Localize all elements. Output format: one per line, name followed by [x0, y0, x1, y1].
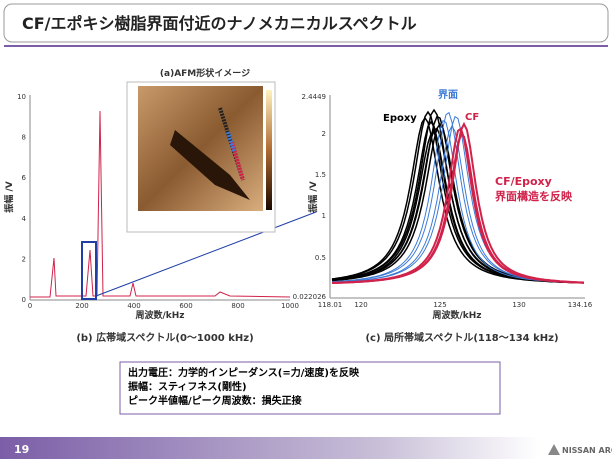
y-tick-label: 4 [22, 215, 27, 223]
annotation: 界面構造を反映 [495, 189, 573, 203]
x-label: 周波数/kHz [135, 309, 184, 321]
x-tick-label: 800 [231, 302, 244, 310]
x-tick-label: 200 [75, 302, 88, 310]
y-tick-label: 2.4449 [302, 93, 327, 101]
note: 出力電圧：力学的インピーダンス(=力/速度)を反映 [128, 366, 360, 379]
colorbar [266, 90, 272, 210]
y-label: 振幅 /V [3, 181, 15, 212]
y-tick-label: 8 [22, 134, 26, 142]
y-tick-label: 1 [322, 212, 326, 220]
note: ピーク半値幅/ピーク周波数：損失正接 [128, 394, 302, 407]
y-tick-label: 0 [22, 296, 26, 304]
x-tick-label: 1000 [281, 302, 299, 310]
label-epoxy: Epoxy [383, 113, 417, 124]
annotation: CF/Epoxy [495, 175, 552, 188]
x-tick-label: 600 [179, 302, 192, 310]
afm-title: (a)AFM形状イメージ [160, 67, 250, 79]
x-tick-label: 120 [354, 301, 367, 309]
y-tick-label: 0.5 [315, 254, 326, 262]
label-interface: 界面 [438, 89, 458, 101]
page-number: 19 [14, 443, 29, 456]
title: CF/エポキシ樹脂界面付近のナノメカニカルスペクトル [22, 14, 417, 33]
y-tick-label: 2 [22, 255, 26, 263]
x-label: 周波数/kHz [432, 309, 481, 321]
slide: CF/エポキシ樹脂界面付近のナノメカニカルスペクトル 振幅 /V 周波数/kHz… [0, 0, 612, 459]
y-tick-label: 1.5 [315, 171, 326, 179]
note: 振幅：スティフネス(剛性) [128, 380, 247, 393]
y-tick-label: 10 [17, 93, 26, 101]
x-tick-label: 130 [512, 301, 525, 309]
logo: NISSAN ARC [562, 446, 612, 455]
y-tick-label: 2 [322, 130, 326, 138]
afm-image: (a)AFM形状イメージ [127, 67, 275, 232]
x-tick-label: 118.01 [318, 301, 343, 309]
y-label: 振幅 /V [307, 181, 319, 212]
y-tick-label: 0.022026 [293, 293, 327, 301]
x-tick-label: 125 [433, 301, 446, 309]
y-tick-label: 6 [22, 174, 27, 182]
caption-c: (c) 局所帯域スペクトル(118～134 kHz) [365, 331, 558, 344]
footer-bar [0, 437, 540, 459]
caption-b: (b) 広帯域スペクトル(0～1000 kHz) [76, 331, 253, 344]
x-tick-label: 400 [127, 302, 140, 310]
x-tick-label: 134.16 [568, 301, 593, 309]
x-tick-label: 0 [28, 302, 32, 310]
label-cf: CF [465, 112, 479, 123]
afm-map [138, 86, 263, 211]
